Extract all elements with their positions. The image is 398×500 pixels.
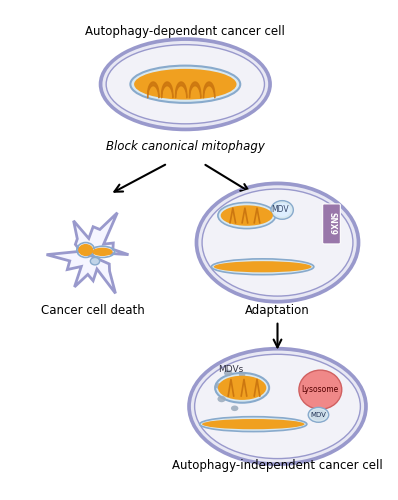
Ellipse shape xyxy=(215,373,269,402)
Ellipse shape xyxy=(221,206,273,226)
Text: Cancer cell death: Cancer cell death xyxy=(41,304,145,317)
Ellipse shape xyxy=(78,244,93,256)
Text: Lysosome: Lysosome xyxy=(302,385,339,394)
Ellipse shape xyxy=(134,69,236,100)
Ellipse shape xyxy=(271,200,293,220)
Text: Block canonical mitophagy: Block canonical mitophagy xyxy=(106,140,265,153)
Text: MDV: MDV xyxy=(271,206,289,214)
Ellipse shape xyxy=(310,409,326,420)
Ellipse shape xyxy=(218,202,276,228)
Ellipse shape xyxy=(198,186,357,300)
Ellipse shape xyxy=(92,248,113,256)
Text: SNX9: SNX9 xyxy=(327,212,336,236)
Ellipse shape xyxy=(224,370,232,376)
FancyBboxPatch shape xyxy=(323,204,340,244)
Ellipse shape xyxy=(308,408,329,422)
Ellipse shape xyxy=(218,376,266,400)
Ellipse shape xyxy=(102,41,268,128)
Ellipse shape xyxy=(200,416,307,432)
Ellipse shape xyxy=(239,372,246,377)
Text: Adaptation: Adaptation xyxy=(245,304,310,317)
Ellipse shape xyxy=(131,66,240,103)
Ellipse shape xyxy=(90,258,100,265)
Ellipse shape xyxy=(202,419,304,430)
Ellipse shape xyxy=(195,354,360,459)
Ellipse shape xyxy=(299,370,342,409)
Ellipse shape xyxy=(187,347,368,466)
Ellipse shape xyxy=(202,189,353,296)
Polygon shape xyxy=(47,212,129,294)
Ellipse shape xyxy=(274,203,291,217)
Text: Autophagy-dependent cancer cell: Autophagy-dependent cancer cell xyxy=(86,24,285,38)
Ellipse shape xyxy=(217,396,226,402)
Ellipse shape xyxy=(195,182,360,304)
Ellipse shape xyxy=(214,261,312,272)
Ellipse shape xyxy=(106,44,264,124)
Text: MDV: MDV xyxy=(310,412,326,418)
Ellipse shape xyxy=(99,37,272,132)
Text: Autophagy-independent cancer cell: Autophagy-independent cancer cell xyxy=(172,458,383,471)
Text: MDVs: MDVs xyxy=(219,366,244,374)
Ellipse shape xyxy=(191,350,364,463)
Ellipse shape xyxy=(231,406,238,411)
Ellipse shape xyxy=(211,259,314,274)
Ellipse shape xyxy=(215,383,222,388)
